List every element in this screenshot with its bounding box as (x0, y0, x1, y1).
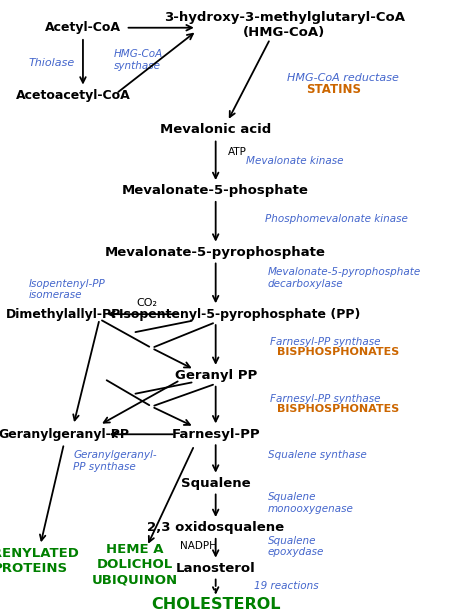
Text: Farnesyl-PP: Farnesyl-PP (172, 428, 260, 441)
Text: Geranylgeranyl-
PP synthase: Geranylgeranyl- PP synthase (73, 450, 157, 472)
Text: 2,3 oxidosqualene: 2,3 oxidosqualene (147, 521, 284, 535)
Text: Squalene synthase: Squalene synthase (268, 450, 366, 460)
Text: CHOLESTEROL: CHOLESTEROL (151, 598, 281, 612)
Text: BISPHOSPHONATES: BISPHOSPHONATES (277, 404, 400, 414)
Text: Farnesyl-PP synthase: Farnesyl-PP synthase (270, 337, 381, 347)
Text: Dimethylallyl-PP: Dimethylallyl-PP (6, 307, 122, 321)
Text: 19 reactions: 19 reactions (254, 582, 318, 591)
Text: BISPHOSPHONATES: BISPHOSPHONATES (277, 347, 400, 357)
Text: Isopentenyl-5-pyrophosphate (PP): Isopentenyl-5-pyrophosphate (PP) (118, 307, 360, 321)
Text: Lanosterol: Lanosterol (176, 562, 255, 575)
Text: Isopentenyl-PP
isomerase: Isopentenyl-PP isomerase (28, 278, 105, 301)
Text: Squalene
monooxygenase: Squalene monooxygenase (268, 492, 354, 514)
Text: Mevalonate-5-phosphate: Mevalonate-5-phosphate (122, 184, 309, 198)
Text: Thiolase: Thiolase (28, 58, 75, 68)
Text: HMG-CoA
synthase: HMG-CoA synthase (114, 49, 163, 71)
Text: Acetyl-CoA: Acetyl-CoA (45, 21, 121, 34)
Text: NADPH: NADPH (180, 541, 217, 551)
Text: Farnesyl-PP synthase: Farnesyl-PP synthase (270, 394, 381, 403)
Text: HMG-CoA reductase: HMG-CoA reductase (287, 73, 399, 83)
Text: Phosphomevalonate kinase: Phosphomevalonate kinase (265, 214, 408, 224)
Text: Geranylgeranyl-PP: Geranylgeranyl-PP (0, 428, 129, 441)
Text: Geranyl PP: Geranyl PP (174, 369, 257, 383)
Text: HEME A
DOLICHOL
UBIQUINON: HEME A DOLICHOL UBIQUINON (92, 543, 178, 586)
Text: Squalene
epoxydase: Squalene epoxydase (268, 535, 324, 557)
Text: Mevalonate kinase: Mevalonate kinase (246, 156, 344, 166)
Text: Acetoacetyl-CoA: Acetoacetyl-CoA (16, 89, 131, 102)
Text: Mevalonic acid: Mevalonic acid (160, 123, 271, 136)
Text: CO₂: CO₂ (137, 298, 157, 308)
Text: ATP: ATP (228, 147, 246, 157)
Text: Mevalonate-5-pyrophosphate: Mevalonate-5-pyrophosphate (105, 246, 326, 259)
Text: PRENYLATED
PROTEINS: PRENYLATED PROTEINS (0, 546, 79, 575)
Text: Squalene: Squalene (181, 477, 250, 490)
Text: 3-hydroxy-3-methylglutaryl-CoA
(HMG-CoA): 3-hydroxy-3-methylglutaryl-CoA (HMG-CoA) (164, 10, 405, 39)
Text: Mevalonate-5-pyrophosphate
decarboxylase: Mevalonate-5-pyrophosphate decarboxylase (268, 267, 421, 289)
Text: STATINS: STATINS (306, 83, 361, 96)
